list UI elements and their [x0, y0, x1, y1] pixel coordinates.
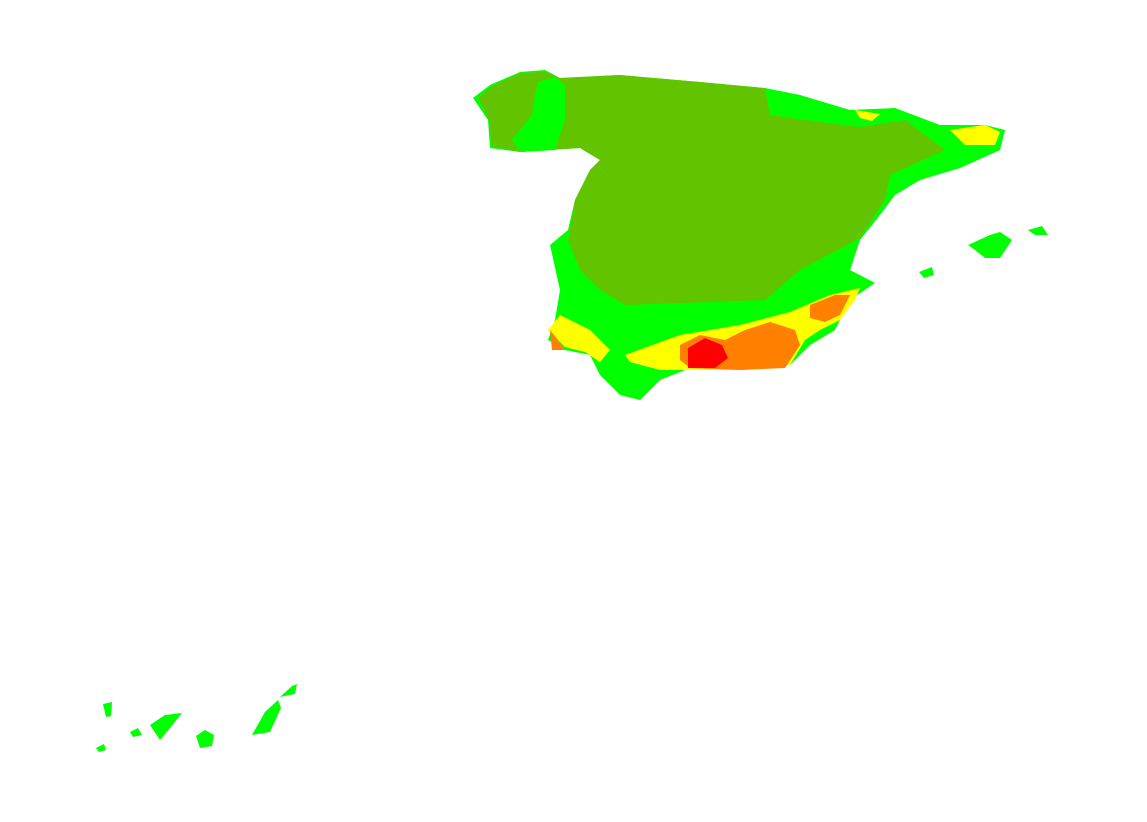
zone-red [688, 338, 728, 368]
interior [478, 72, 945, 305]
zone-olive [478, 72, 945, 305]
ibiza [919, 267, 934, 278]
core [688, 338, 728, 368]
zone-green [96, 70, 1048, 752]
band [548, 315, 610, 362]
canary-island [280, 684, 297, 697]
band [810, 295, 850, 322]
band [550, 330, 565, 350]
mallorca [968, 232, 1012, 258]
canary-island [252, 700, 281, 735]
zone-green-strip [512, 77, 565, 152]
canary-island [130, 728, 142, 737]
galicia-strip [512, 77, 565, 152]
canary-island [150, 713, 182, 740]
canary-island [103, 702, 112, 717]
canary-island [196, 730, 214, 748]
band [855, 110, 880, 121]
menorca [1028, 226, 1048, 235]
canary-island [96, 744, 106, 752]
band [950, 125, 1000, 145]
